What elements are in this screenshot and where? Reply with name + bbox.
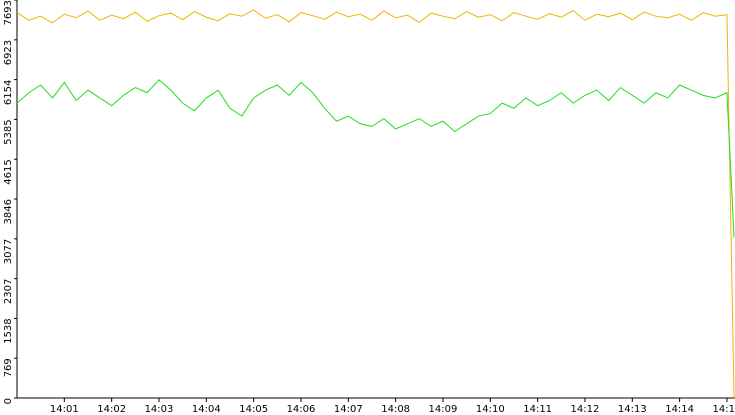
x-tick-label: 14:01 <box>50 404 79 415</box>
x-tick-label: 14:10 <box>476 404 505 415</box>
y-tick-label: 2307 <box>3 279 14 304</box>
x-tick-label: 14:08 <box>381 404 410 415</box>
series-line <box>16 9 735 399</box>
y-tick-label: 6154 <box>3 80 14 105</box>
y-tick-label: 769 <box>3 358 14 377</box>
x-tick-label: 14:07 <box>334 404 363 415</box>
x-tick-label: 14:15 <box>713 404 735 415</box>
x-tick-label: 14:02 <box>97 404 126 415</box>
x-tick-label: 14:14 <box>665 404 694 415</box>
series-line <box>16 79 735 238</box>
y-tick-label: 6923 <box>3 40 14 65</box>
x-tick-label: 14:11 <box>523 404 552 415</box>
y-tick-label: 5385 <box>3 119 14 144</box>
y-tick-label: 7693 <box>3 0 14 25</box>
y-tick-label: 1538 <box>3 318 14 343</box>
y-tick-label: 0 <box>3 398 14 404</box>
x-tick-label: 14:13 <box>618 404 647 415</box>
x-tick-label: 14:12 <box>571 404 600 415</box>
x-tick-label: 14:05 <box>239 404 268 415</box>
y-tick-label: 3077 <box>3 239 14 264</box>
x-tick-label: 14:03 <box>145 404 174 415</box>
x-tick-label: 14:09 <box>429 404 458 415</box>
x-tick-label: 14:06 <box>287 404 316 415</box>
y-tick-label: 4615 <box>3 159 14 184</box>
x-tick-label: 14:04 <box>192 404 221 415</box>
y-tick-label: 3846 <box>3 199 14 224</box>
